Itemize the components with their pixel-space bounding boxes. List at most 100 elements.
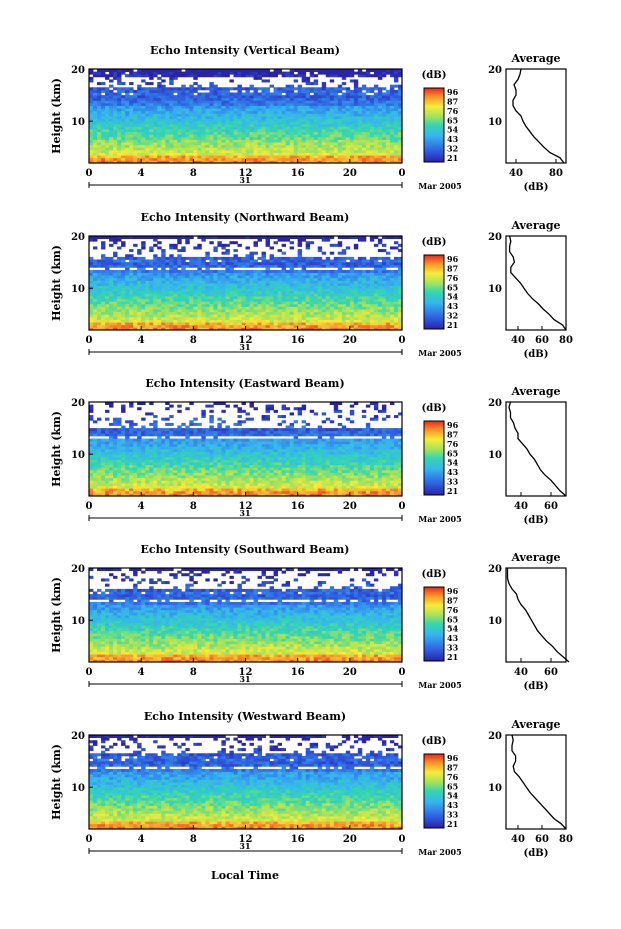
heatmap-cell <box>225 264 230 268</box>
heatmap-cell <box>293 79 299 83</box>
heatmap-cell <box>173 264 178 268</box>
heatmap-cell <box>341 324 347 328</box>
heatmap-cell <box>365 319 371 323</box>
heatmap-cell <box>205 262 210 266</box>
heatmap-cell <box>245 97 250 101</box>
heatmap-cell <box>121 264 126 268</box>
heatmap-cell <box>257 322 262 326</box>
heatmap-cell <box>245 290 250 294</box>
heatmap-cell <box>237 89 242 93</box>
heatmap-cell <box>257 283 262 287</box>
heatmap-cell <box>165 296 170 300</box>
heatmap-cell <box>177 493 182 497</box>
heatmap-cell <box>281 283 287 287</box>
heatmap-cell <box>281 324 287 328</box>
heatmap-cell <box>233 283 238 287</box>
heatmap-cell <box>185 306 190 310</box>
heatmap-cell <box>185 236 190 240</box>
heatmap-cell <box>389 309 395 313</box>
heatmap-cell <box>229 256 234 260</box>
heatmap-cell <box>285 92 291 96</box>
heatmap-cell <box>289 74 295 78</box>
heatmap-cell <box>345 147 351 151</box>
heatmap-cell <box>385 316 391 320</box>
heatmap-cell <box>361 314 367 318</box>
heatmap-cell <box>289 324 295 328</box>
heatmap-cell <box>277 152 283 156</box>
heatmap-cell <box>97 82 102 86</box>
heatmap-cell <box>313 272 319 276</box>
heatmap-cell <box>93 285 98 289</box>
heatmap-cell <box>101 82 106 86</box>
heatmap-cell <box>385 131 391 135</box>
heatmap-cell <box>205 110 210 114</box>
heatmap-cell <box>329 283 335 287</box>
heatmap-cell <box>329 288 335 292</box>
heatmap-cell <box>105 236 110 240</box>
heatmap-cell <box>209 71 214 75</box>
heatmap-cell <box>285 113 291 117</box>
heatmap-cell <box>189 142 194 146</box>
heatmap-cell <box>149 296 154 300</box>
heatmap-cell <box>149 129 154 133</box>
heatmap-cell <box>353 277 359 281</box>
heatmap-cell <box>185 105 190 109</box>
heatmap-cell <box>389 136 395 140</box>
heatmap-cell <box>209 262 214 266</box>
heatmap-cell <box>269 275 274 279</box>
heatmap-cell <box>345 285 351 289</box>
heatmap-cell <box>245 105 250 109</box>
heatmap-cell <box>101 121 106 125</box>
heatmap-cell <box>397 306 403 310</box>
heatmap-cell <box>309 134 315 138</box>
heatmap-cell <box>177 129 182 133</box>
heatmap-cell <box>217 123 222 127</box>
heatmap-cell <box>301 319 307 323</box>
heatmap-cell <box>193 272 198 276</box>
heatmap-cell <box>265 238 270 242</box>
heatmap-cell <box>121 69 126 73</box>
heatmap-cell <box>369 97 375 101</box>
heatmap-cell <box>113 303 118 307</box>
x-tick-label: 20 <box>343 335 357 346</box>
heatmap-cell <box>173 69 178 73</box>
heatmap-cell <box>121 110 126 114</box>
heatmap-cell <box>105 118 110 122</box>
heatmap-cell <box>217 301 222 305</box>
heatmap-cell <box>389 110 395 114</box>
heatmap-cell <box>365 152 371 156</box>
heatmap-cell <box>201 264 206 268</box>
heatmap-cell <box>337 259 343 263</box>
heatmap-cell <box>325 108 331 112</box>
heatmap-cell <box>89 118 94 122</box>
heatmap-cell <box>281 319 287 323</box>
heatmap-cell <box>229 69 234 73</box>
heatmap-cell <box>345 102 351 106</box>
heatmap-cell <box>189 322 194 326</box>
heatmap-cell <box>93 147 98 151</box>
heatmap-cell <box>105 102 110 106</box>
heatmap-cell <box>169 136 174 140</box>
heatmap-cell <box>177 280 182 284</box>
x-tick-label: 8 <box>190 168 197 179</box>
heatmap-cell <box>225 89 230 93</box>
heatmap-cell <box>293 283 299 287</box>
heatmap-cell <box>385 92 391 96</box>
heatmap-cell <box>193 121 198 125</box>
heatmap-cell <box>369 280 375 284</box>
heatmap-cell <box>205 100 210 104</box>
heatmap-cell <box>269 92 274 96</box>
heatmap-cell <box>357 152 363 156</box>
heatmap-cell <box>309 149 315 153</box>
heatmap-cell <box>217 155 222 159</box>
heatmap-cell <box>197 126 202 130</box>
heatmap-cell <box>113 100 118 104</box>
heatmap-cell <box>177 288 182 292</box>
heatmap-cell <box>113 149 118 153</box>
heatmap-cell <box>273 134 278 138</box>
heatmap-cell <box>385 69 391 73</box>
heatmap-cell <box>141 316 146 320</box>
heatmap-cell <box>233 136 238 140</box>
heatmap-cell <box>137 126 142 130</box>
heatmap-cell <box>229 144 234 148</box>
